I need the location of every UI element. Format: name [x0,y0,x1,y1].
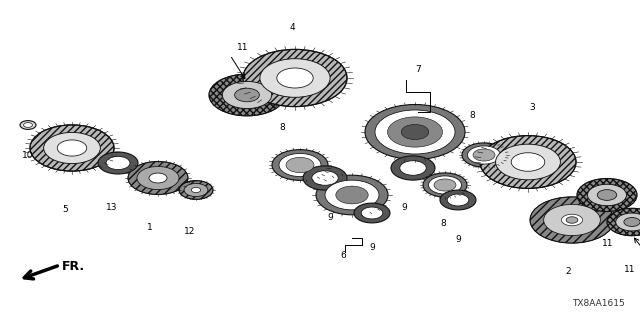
Ellipse shape [20,121,36,129]
Ellipse shape [336,186,368,204]
Text: 2: 2 [565,268,571,276]
Text: 7: 7 [415,66,421,75]
Text: 1: 1 [147,223,153,233]
Text: 4: 4 [289,23,295,33]
Text: 8: 8 [440,220,446,228]
Ellipse shape [179,181,213,199]
Ellipse shape [495,144,561,180]
Text: 8: 8 [279,124,285,132]
Ellipse shape [354,203,390,223]
Text: 13: 13 [106,204,118,212]
Ellipse shape [277,68,313,88]
Ellipse shape [434,179,456,191]
Ellipse shape [447,194,468,206]
Text: 9: 9 [455,236,461,244]
Ellipse shape [30,125,114,171]
Ellipse shape [325,180,379,210]
Ellipse shape [543,204,600,236]
Text: 11: 11 [624,266,636,275]
Text: FR.: FR. [62,260,85,274]
Text: 11: 11 [237,44,249,52]
Ellipse shape [511,153,545,171]
Ellipse shape [462,143,506,167]
Text: 12: 12 [184,228,196,236]
Text: 10: 10 [22,150,34,159]
Text: 11: 11 [602,238,614,247]
Ellipse shape [243,49,347,107]
Ellipse shape [480,136,576,188]
Ellipse shape [191,188,201,193]
Ellipse shape [616,213,640,231]
Text: 9: 9 [369,244,375,252]
Ellipse shape [440,190,476,210]
Ellipse shape [566,217,578,223]
Ellipse shape [184,183,208,196]
Text: 3: 3 [529,103,535,113]
Ellipse shape [98,152,138,174]
Ellipse shape [209,74,285,116]
Ellipse shape [24,123,33,127]
Ellipse shape [597,190,617,200]
Ellipse shape [577,179,637,212]
Ellipse shape [235,88,259,102]
Ellipse shape [467,146,500,164]
Ellipse shape [400,161,426,175]
Ellipse shape [401,124,429,140]
Ellipse shape [222,81,272,108]
Ellipse shape [365,105,465,159]
Ellipse shape [375,110,455,154]
Ellipse shape [624,218,640,227]
Ellipse shape [588,184,627,206]
Ellipse shape [137,166,179,189]
Text: 5: 5 [62,205,68,214]
Ellipse shape [106,156,130,170]
Text: 6: 6 [340,251,346,260]
Ellipse shape [286,157,314,173]
Text: 9: 9 [327,213,333,222]
Text: TX8AA1615: TX8AA1615 [572,299,625,308]
Ellipse shape [473,149,495,161]
Ellipse shape [272,149,328,180]
Ellipse shape [391,156,435,180]
Ellipse shape [260,59,330,97]
Ellipse shape [387,117,442,147]
Ellipse shape [128,162,188,195]
Ellipse shape [58,140,86,156]
Ellipse shape [149,173,167,183]
Ellipse shape [361,207,383,219]
Ellipse shape [316,175,388,215]
Ellipse shape [607,208,640,236]
Ellipse shape [303,166,347,190]
Ellipse shape [429,176,461,194]
Text: 8: 8 [469,110,475,119]
Text: 9: 9 [401,204,407,212]
Ellipse shape [44,132,100,164]
Ellipse shape [312,171,338,185]
Ellipse shape [561,214,582,226]
Ellipse shape [530,197,614,243]
Ellipse shape [423,173,467,197]
Ellipse shape [279,154,321,177]
